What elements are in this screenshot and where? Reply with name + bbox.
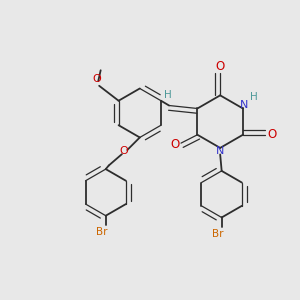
Text: Br: Br — [96, 227, 108, 237]
Text: O: O — [92, 74, 101, 84]
Text: H: H — [164, 90, 171, 100]
Text: N: N — [240, 100, 249, 110]
Text: O: O — [170, 138, 180, 152]
Text: O: O — [215, 60, 225, 73]
Text: Br: Br — [212, 229, 224, 239]
Text: N: N — [216, 146, 224, 157]
Text: O: O — [267, 128, 277, 141]
Text: H: H — [250, 92, 258, 102]
Text: O: O — [119, 146, 128, 156]
